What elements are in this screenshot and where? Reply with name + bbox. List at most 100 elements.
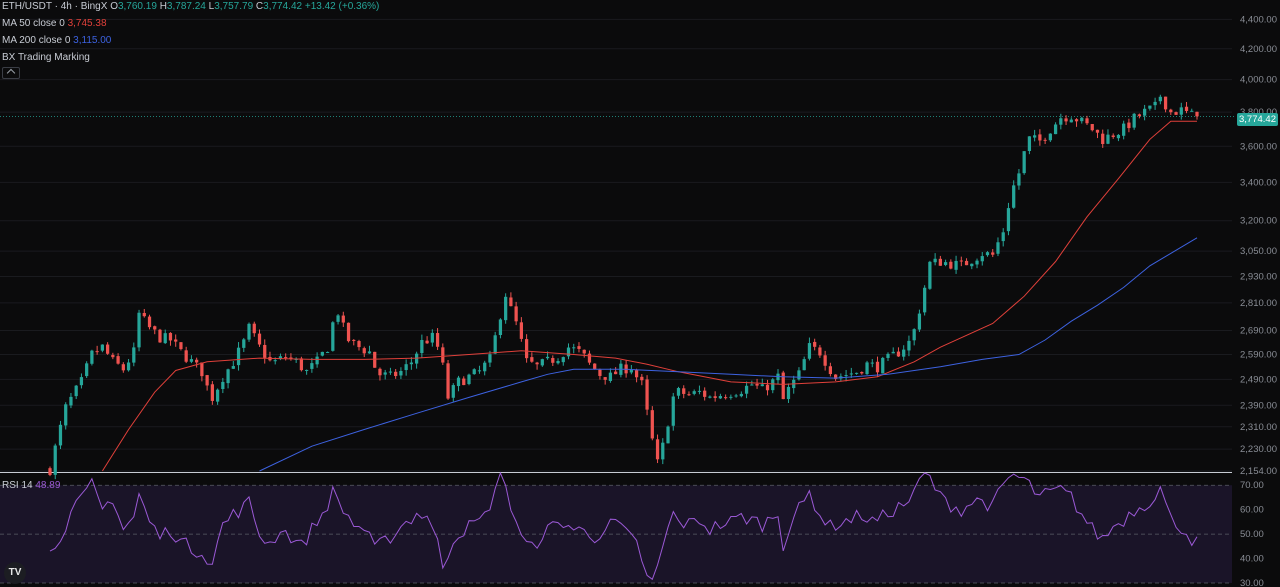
price-tick-label: 2,930.00 (1240, 271, 1277, 282)
collapse-legend-button[interactable] (2, 67, 20, 79)
candle-body (58, 424, 63, 446)
candle-body (1190, 110, 1194, 112)
candle-body (713, 396, 717, 398)
candle-body (315, 356, 319, 365)
price-tick-label: 3,600.00 (1240, 141, 1277, 152)
candle-body (168, 332, 173, 341)
candle-body (1059, 118, 1063, 125)
candle-body (598, 369, 602, 376)
candle-body (923, 287, 927, 313)
rsi-line-group (49, 471, 1198, 581)
price-tick-label: 2,690.00 (1240, 326, 1277, 337)
candle-body (844, 375, 848, 377)
candle-body (441, 347, 445, 363)
price-tick-label: 2,154.00 (1240, 466, 1277, 477)
price-tick-label: 3,050.00 (1240, 246, 1277, 257)
candle-body (247, 323, 251, 340)
candle-body (158, 329, 162, 343)
candle-body (1163, 96, 1168, 110)
ma50-line (101, 120, 1197, 472)
marking-legend[interactable]: BX Trading Marking (2, 51, 90, 65)
price-tick-label: 4,000.00 (1240, 75, 1277, 86)
candle-body (655, 439, 660, 460)
candle-body (236, 347, 241, 366)
ma50-label: MA 50 close 0 (2, 18, 65, 29)
candle-body (587, 353, 592, 363)
candle-body (1095, 129, 1100, 133)
candle-body (755, 383, 759, 386)
rsi-tick-label: 70.00 (1240, 480, 1264, 491)
candle-body (451, 385, 455, 398)
candle-body (1148, 105, 1152, 109)
candle-body (760, 384, 764, 387)
candle-body (902, 349, 906, 357)
candle-body (383, 372, 387, 375)
candle-body (163, 333, 167, 344)
candle-body (325, 351, 330, 353)
candle-body (64, 404, 68, 426)
candle-body (1006, 208, 1011, 232)
candle-body (153, 326, 157, 330)
candle-body (1069, 119, 1073, 123)
candle-body (48, 468, 52, 475)
rsi-pane (0, 472, 1232, 584)
candle-body (645, 379, 649, 410)
candle-body (530, 357, 534, 362)
candle-body (582, 349, 586, 354)
candle-body (771, 379, 775, 391)
candle-body (483, 362, 487, 372)
tradingview-logo[interactable]: TV (4, 562, 26, 584)
candle-body (226, 369, 230, 384)
candle-body (875, 361, 880, 373)
candle-body (577, 346, 581, 349)
rsi-line (49, 471, 1198, 581)
candle-body (912, 329, 916, 341)
last-price-tag: 3,774.42 (1237, 113, 1278, 126)
candle-body (750, 384, 754, 386)
candle-body (687, 394, 691, 396)
candle-body (79, 377, 84, 386)
candle-body (1080, 117, 1084, 122)
price-tick-label: 3,400.00 (1240, 177, 1277, 188)
candle-body (284, 357, 288, 359)
candle-body (331, 322, 335, 351)
candle-body (949, 261, 953, 269)
candle-body (943, 262, 948, 265)
candle-body (420, 339, 424, 354)
candle-body (1033, 135, 1037, 138)
candle-body (493, 335, 497, 354)
candle-body (142, 312, 146, 317)
candle-body (593, 363, 597, 370)
price-grid (0, 18, 1236, 472)
candle-body (1132, 113, 1136, 128)
price-tick-label: 2,810.00 (1240, 298, 1277, 309)
ma200-legend[interactable]: MA 200 close 0 3,115.00 (2, 34, 111, 48)
candle-body (708, 396, 712, 398)
candle-body (964, 260, 969, 266)
candle-body (603, 377, 607, 380)
candle-body (917, 313, 922, 330)
candle-body (561, 357, 565, 363)
candle-body (414, 353, 419, 364)
price-tick-label: 2,310.00 (1240, 422, 1277, 433)
candle-body (535, 362, 539, 365)
candle-body (980, 256, 984, 262)
ma50-legend[interactable]: MA 50 close 0 3,745.38 (2, 17, 107, 31)
candle-body (273, 360, 277, 362)
rsi-legend[interactable]: RSI 14 48.89 (2, 479, 60, 493)
candle-body (53, 445, 57, 475)
candle-body (174, 339, 178, 342)
candle-body (1143, 108, 1147, 116)
candle-body (828, 366, 833, 375)
candle-body (1027, 136, 1032, 151)
candle-body (614, 371, 618, 375)
candle-body (975, 260, 979, 265)
candle-body (205, 375, 209, 386)
candle-body (1137, 114, 1142, 117)
candle-body (572, 347, 576, 349)
candle-body (404, 364, 408, 371)
candle-body (1064, 118, 1068, 122)
candle-body (388, 371, 393, 373)
candle-body (446, 363, 450, 399)
